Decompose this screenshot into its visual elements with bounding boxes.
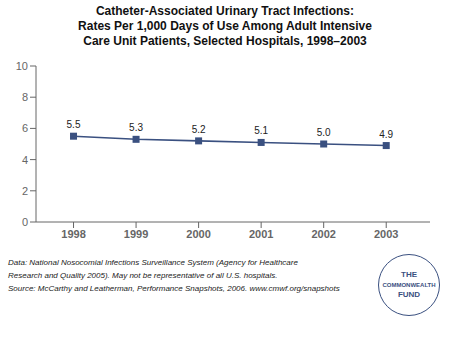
html-text:FUND: FUND [397, 290, 421, 299]
html-text:Care Unit Patients, Selected H: Care Unit Patients, Selected Hospitals, … [83, 34, 367, 48]
svg-text:2002: 2002 [311, 228, 335, 240]
svg-text:5.3: 5.3 [129, 122, 143, 133]
svg-text:2000: 2000 [186, 228, 210, 240]
svg-text:4.9: 4.9 [379, 129, 393, 140]
svg-text:8: 8 [22, 91, 28, 103]
html-text:Source: McCarthy and Leatherma: Source: McCarthy and Leatherman, Perform… [8, 284, 340, 293]
svg-text:0: 0 [22, 216, 28, 228]
html-text:Catheter-Associated Urinary Tr: Catheter-Associated Urinary Tract Infect… [96, 4, 354, 18]
html-text:Research and Quality 2005). Ma: Research and Quality 2005). May not be r… [8, 271, 278, 280]
svg-text:10: 10 [16, 60, 28, 72]
svg-text:5.2: 5.2 [192, 124, 206, 135]
svg-text:6: 6 [22, 122, 28, 134]
svg-text:2001: 2001 [249, 228, 273, 240]
html-text:Data: National Nosocomial Infe: Data: National Nosocomial Infections Sur… [8, 258, 298, 267]
svg-text:2003: 2003 [374, 228, 398, 240]
svg-text:1998: 1998 [61, 228, 85, 240]
svg-text:1999: 1999 [124, 228, 148, 240]
svg-text:4: 4 [22, 154, 28, 166]
html-text:COMMONWEALTH: COMMONWEALTH [382, 282, 436, 288]
svg-text:2: 2 [22, 185, 28, 197]
html-text:THE: THE [401, 270, 417, 279]
svg-text:5.5: 5.5 [67, 119, 81, 130]
html-text:Rates Per 1,000 Days of Use Am: Rates Per 1,000 Days of Use Among Adult … [78, 19, 372, 33]
svg-text:5.1: 5.1 [254, 125, 268, 136]
svg-text:5.0: 5.0 [317, 127, 331, 138]
